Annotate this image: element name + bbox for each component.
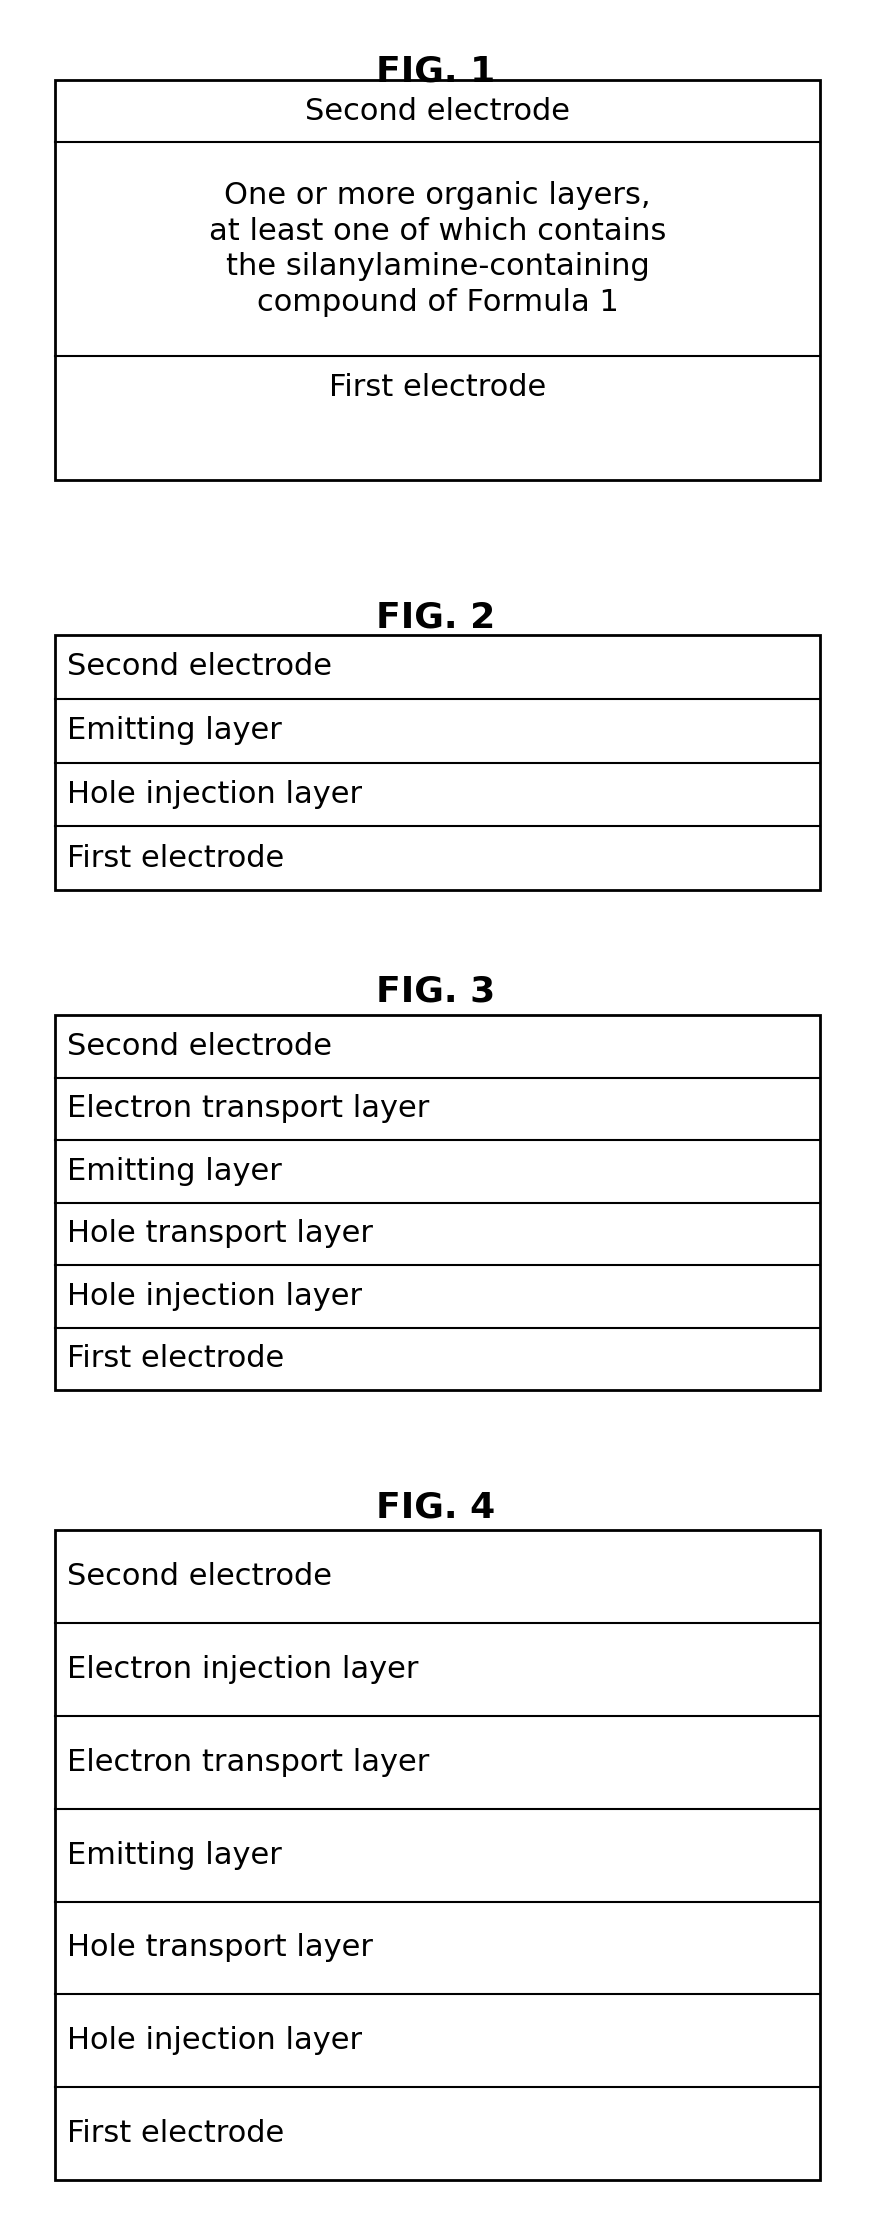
Text: Hole transport layer: Hole transport layer (67, 1220, 373, 1249)
Text: First electrode: First electrode (67, 1343, 284, 1373)
Bar (55, 1014, 820, 1390)
Text: First electrode: First electrode (329, 372, 546, 401)
Text: First electrode: First electrode (67, 844, 284, 873)
Text: Hole transport layer: Hole transport layer (67, 1934, 373, 1961)
Text: One or more organic layers,
at least one of which contains
the silanylamine-cont: One or more organic layers, at least one… (208, 181, 666, 318)
Text: Emitting layer: Emitting layer (67, 1840, 282, 1870)
Text: First electrode: First electrode (67, 2120, 284, 2147)
Text: Hole injection layer: Hole injection layer (67, 1281, 362, 1310)
Text: Second electrode: Second electrode (67, 1032, 332, 1061)
Text: Electron transport layer: Electron transport layer (67, 1749, 429, 1778)
Bar (55, 81, 820, 479)
Text: FIG. 1: FIG. 1 (377, 56, 495, 90)
Text: FIG. 4: FIG. 4 (377, 1489, 495, 1525)
Bar (55, 1529, 820, 2181)
Text: Second electrode: Second electrode (67, 652, 332, 681)
Text: Second electrode: Second electrode (67, 1563, 332, 1592)
Bar (55, 636, 820, 889)
Text: FIG. 2: FIG. 2 (377, 600, 495, 634)
Text: Hole injection layer: Hole injection layer (67, 779, 362, 808)
Text: Emitting layer: Emitting layer (67, 1158, 282, 1187)
Text: Emitting layer: Emitting layer (67, 716, 282, 746)
Text: Electron injection layer: Electron injection layer (67, 1655, 419, 1684)
Text: Hole injection layer: Hole injection layer (67, 2026, 362, 2055)
Text: Electron transport layer: Electron transport layer (67, 1095, 429, 1124)
Text: FIG. 3: FIG. 3 (377, 974, 495, 1010)
Text: Second electrode: Second electrode (305, 96, 570, 125)
